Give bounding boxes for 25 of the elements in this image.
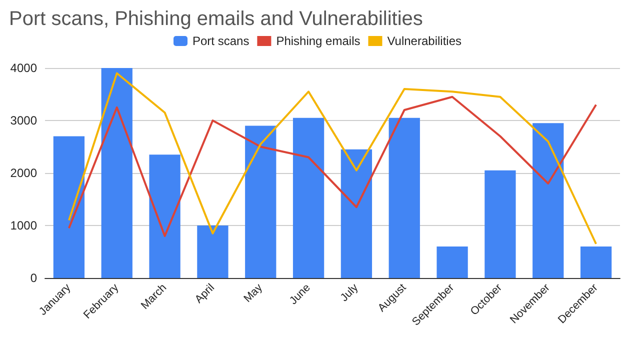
legend-label: Port scans [192,34,250,48]
bar [388,118,420,278]
x-tick-label: May [242,281,266,305]
y-tick-label: 2000 [10,166,38,180]
y-tick-label: 3000 [10,114,38,128]
y-tick-label: 4000 [10,61,38,75]
line-series [68,96,598,237]
bar [436,246,468,278]
y-tick-label: 0 [30,271,38,285]
bar [245,126,276,278]
bar [484,170,516,278]
bar [53,136,85,278]
x-tick-label: July [338,281,362,304]
bar [292,118,324,278]
bar [532,123,564,278]
bar [340,149,372,278]
legend-label: Phishing emails [276,34,360,48]
line-series [68,72,598,245]
y-tick-label: 1000 [10,218,38,232]
bar [197,226,228,278]
bar [101,68,132,278]
chart-title: Port scans, Phishing emails and Vulnerabilities [9,8,423,30]
legend-label: Vulnerabilities [387,34,462,48]
bar [580,246,612,278]
bar [149,154,180,278]
